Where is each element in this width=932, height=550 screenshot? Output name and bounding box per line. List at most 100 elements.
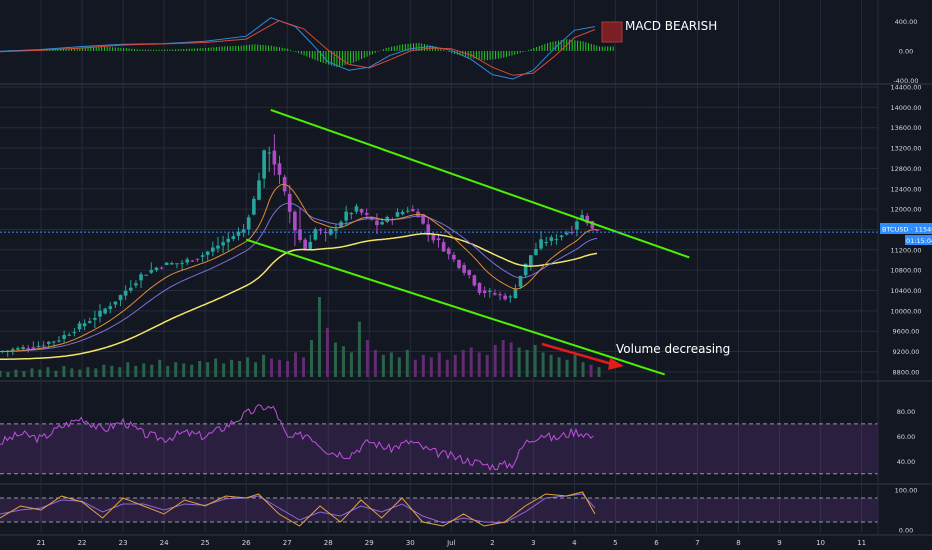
macd-histogram-bar: [311, 50, 313, 59]
candle-body: [236, 231, 241, 236]
volume-bar: [509, 342, 513, 377]
candle-body: [570, 232, 574, 233]
macd-histogram-bar: [57, 49, 59, 51]
candle-body: [180, 262, 184, 264]
candle-body: [226, 238, 231, 243]
macd-histogram-bar: [172, 49, 174, 51]
macd-histogram-bar: [281, 47, 283, 51]
macd-histogram: [8, 39, 614, 68]
candle-body: [477, 282, 482, 293]
volume-bar: [541, 352, 545, 377]
candle-body: [231, 236, 236, 239]
macd-histogram-bar: [150, 49, 152, 51]
macd-histogram-bar: [355, 50, 357, 62]
macd-histogram-bar: [391, 46, 393, 51]
candle-body: [216, 245, 220, 249]
candle-body: [334, 229, 338, 231]
y-tick-label: 14000.00: [890, 104, 921, 112]
rsi-pane[interactable]: 80.00 60.00 40.00: [0, 404, 916, 475]
candle-body: [293, 211, 297, 231]
macd-histogram-bar: [309, 50, 311, 58]
macd-histogram-bar: [128, 48, 130, 51]
volume-bar: [38, 369, 42, 377]
candle-body: [257, 180, 261, 200]
candle-body: [375, 220, 379, 226]
volume-bar: [78, 369, 82, 377]
macd-histogram-bar: [609, 46, 611, 51]
volume-bar: [437, 352, 441, 377]
macd-histogram-bar: [333, 50, 335, 67]
volume-bar: [54, 370, 58, 377]
volume-bar: [421, 354, 425, 377]
macd-histogram-bar: [177, 49, 179, 51]
candle-body: [26, 348, 31, 350]
macd-bearish-marker: [601, 21, 623, 43]
macd-histogram-bar: [213, 47, 215, 51]
y-tick-label: 11200.00: [890, 246, 921, 254]
candle-body: [549, 237, 554, 241]
macd-histogram-bar: [388, 47, 390, 51]
macd-histogram-bar: [538, 46, 540, 51]
volume-bar: [525, 349, 529, 377]
candle-body: [195, 258, 200, 260]
channel-upper-trendline[interactable]: [270, 108, 690, 259]
volume-bars: [0, 297, 601, 377]
candle-body: [359, 209, 364, 213]
candle-body: [472, 275, 477, 286]
candle-body: [246, 217, 251, 230]
volume-bar: [14, 369, 18, 377]
macd-histogram-bar: [445, 50, 447, 52]
candle-body: [113, 301, 118, 305]
volume-bar: [86, 367, 90, 377]
volume-bar: [413, 359, 417, 377]
stochastic-pane[interactable]: 100.00 0.00: [0, 487, 917, 535]
macd-histogram-bar: [413, 43, 415, 51]
candle-body: [103, 308, 107, 314]
x-tick-label: 8: [736, 539, 740, 547]
grid-lines: [0, 0, 878, 532]
y-tick-label: 14400.00: [890, 84, 921, 92]
volume-bar: [461, 349, 465, 377]
x-tick-label: 23: [119, 539, 128, 547]
volume-bar: [166, 365, 170, 377]
volume-bar: [429, 357, 433, 377]
macd-histogram-bar: [475, 50, 477, 60]
volume-bar: [30, 368, 34, 377]
rsi-y-axis: 80.00 60.00 40.00: [897, 408, 916, 466]
x-tick-label: 27: [283, 539, 292, 547]
candle-body: [170, 263, 174, 265]
y-tick-label: 12400.00: [890, 185, 921, 193]
volume-bar: [381, 354, 385, 377]
macd-histogram-bar: [557, 40, 559, 51]
macd-pane[interactable]: MACD BEARISH 400.00 0.00 -400.00: [0, 17, 919, 85]
macd-histogram-bar: [114, 47, 116, 51]
macd-histogram-bar: [547, 43, 549, 51]
volume-bar: [389, 352, 393, 377]
candle-body: [98, 310, 102, 317]
candle-body: [539, 239, 543, 249]
candle-body: [36, 345, 41, 347]
volume-bar: [357, 321, 361, 377]
macd-histogram-bar: [92, 46, 94, 51]
candle-body: [467, 270, 472, 276]
macd-histogram-bar: [139, 49, 141, 51]
macd-histogram-bar: [90, 46, 92, 51]
volume-bar: [405, 349, 409, 377]
macd-histogram-bar: [144, 49, 146, 51]
x-tick-label: 7: [695, 539, 699, 547]
macd-histogram-bar: [196, 48, 198, 51]
macd-histogram-bar: [585, 42, 587, 51]
volume-bar: [0, 370, 2, 377]
price-pane[interactable]: Volume decreasing 14400.00 14000.00 13600.…: [0, 84, 932, 378]
channel-lower-trendline[interactable]: [245, 238, 665, 376]
macd-histogram-bar: [612, 46, 614, 51]
macd-histogram-bar: [549, 42, 551, 51]
volume-decreasing-arrow[interactable]: [541, 342, 613, 366]
macd-histogram-bar: [393, 46, 395, 51]
macd-histogram-bar: [506, 50, 508, 57]
macd-histogram-bar: [103, 46, 105, 51]
volume-bar: [174, 362, 178, 377]
macd-histogram-bar: [410, 43, 412, 51]
macd-histogram-bar: [227, 46, 229, 51]
